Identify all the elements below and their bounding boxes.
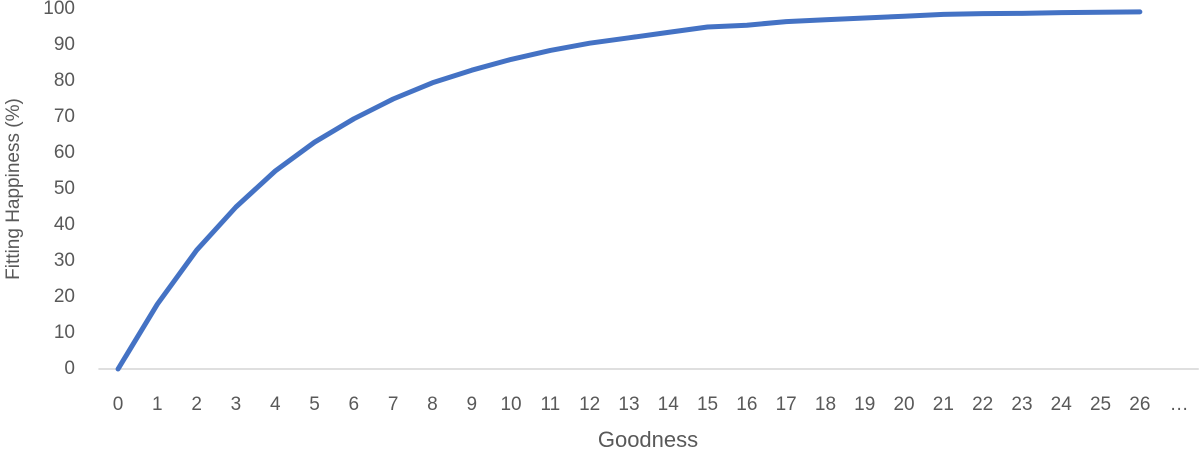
- x-tick-label: 12: [579, 394, 600, 415]
- x-tick-label: 24: [1051, 394, 1073, 415]
- x-tick-label: 17: [776, 394, 797, 415]
- line: [115, 9, 1143, 372]
- y-tick-label: 90: [54, 34, 75, 55]
- x-tick-label: 1: [152, 394, 163, 415]
- x-tick-label: 21: [933, 394, 954, 415]
- x-tick-label: 3: [231, 394, 242, 415]
- x-tick-label: 4: [270, 394, 281, 415]
- x-tick-label: 25: [1090, 394, 1111, 415]
- y-tick-label: 70: [54, 106, 75, 127]
- x-tick-label: …: [1170, 394, 1189, 415]
- x-tick-label: 14: [658, 394, 680, 415]
- x-tick-label: 9: [466, 394, 477, 415]
- y-tick-label: 80: [54, 70, 75, 91]
- x-tick-label: 5: [309, 394, 320, 415]
- x-tick-label: 20: [893, 394, 914, 415]
- x-axis-label: Goodness: [598, 427, 698, 452]
- y-tick-label: 100: [43, 0, 75, 19]
- x-tick-label: 10: [500, 394, 521, 415]
- y-tick-label: 20: [54, 286, 75, 307]
- y-tick-label: 30: [54, 250, 75, 271]
- x-tick-label: 16: [736, 394, 757, 415]
- y-tick-label: 10: [54, 322, 75, 343]
- x-tick-label: 23: [1011, 394, 1032, 415]
- x-tick-label: 7: [388, 394, 399, 415]
- y-axis-label: Fitting Happiness (%): [3, 98, 24, 280]
- x-tick-label: 26: [1129, 394, 1150, 415]
- x-tick-label: 18: [815, 394, 836, 415]
- x-tick-label: 19: [854, 394, 875, 415]
- y-tick-label: 0: [64, 358, 75, 379]
- x-tick-label: 2: [191, 394, 202, 415]
- x-tick-label: 15: [697, 394, 718, 415]
- x-tick-label: 0: [113, 394, 124, 415]
- x-tick-label: 11: [540, 394, 560, 415]
- y-tick-label: 50: [54, 178, 75, 199]
- x-tick-label: 13: [618, 394, 639, 415]
- y-tick-label: 60: [54, 142, 75, 163]
- x-tick-label: 6: [349, 394, 360, 415]
- x-tick-label: 8: [427, 394, 438, 415]
- x-tick-label: 22: [972, 394, 993, 415]
- y-tick-label: 40: [54, 214, 75, 235]
